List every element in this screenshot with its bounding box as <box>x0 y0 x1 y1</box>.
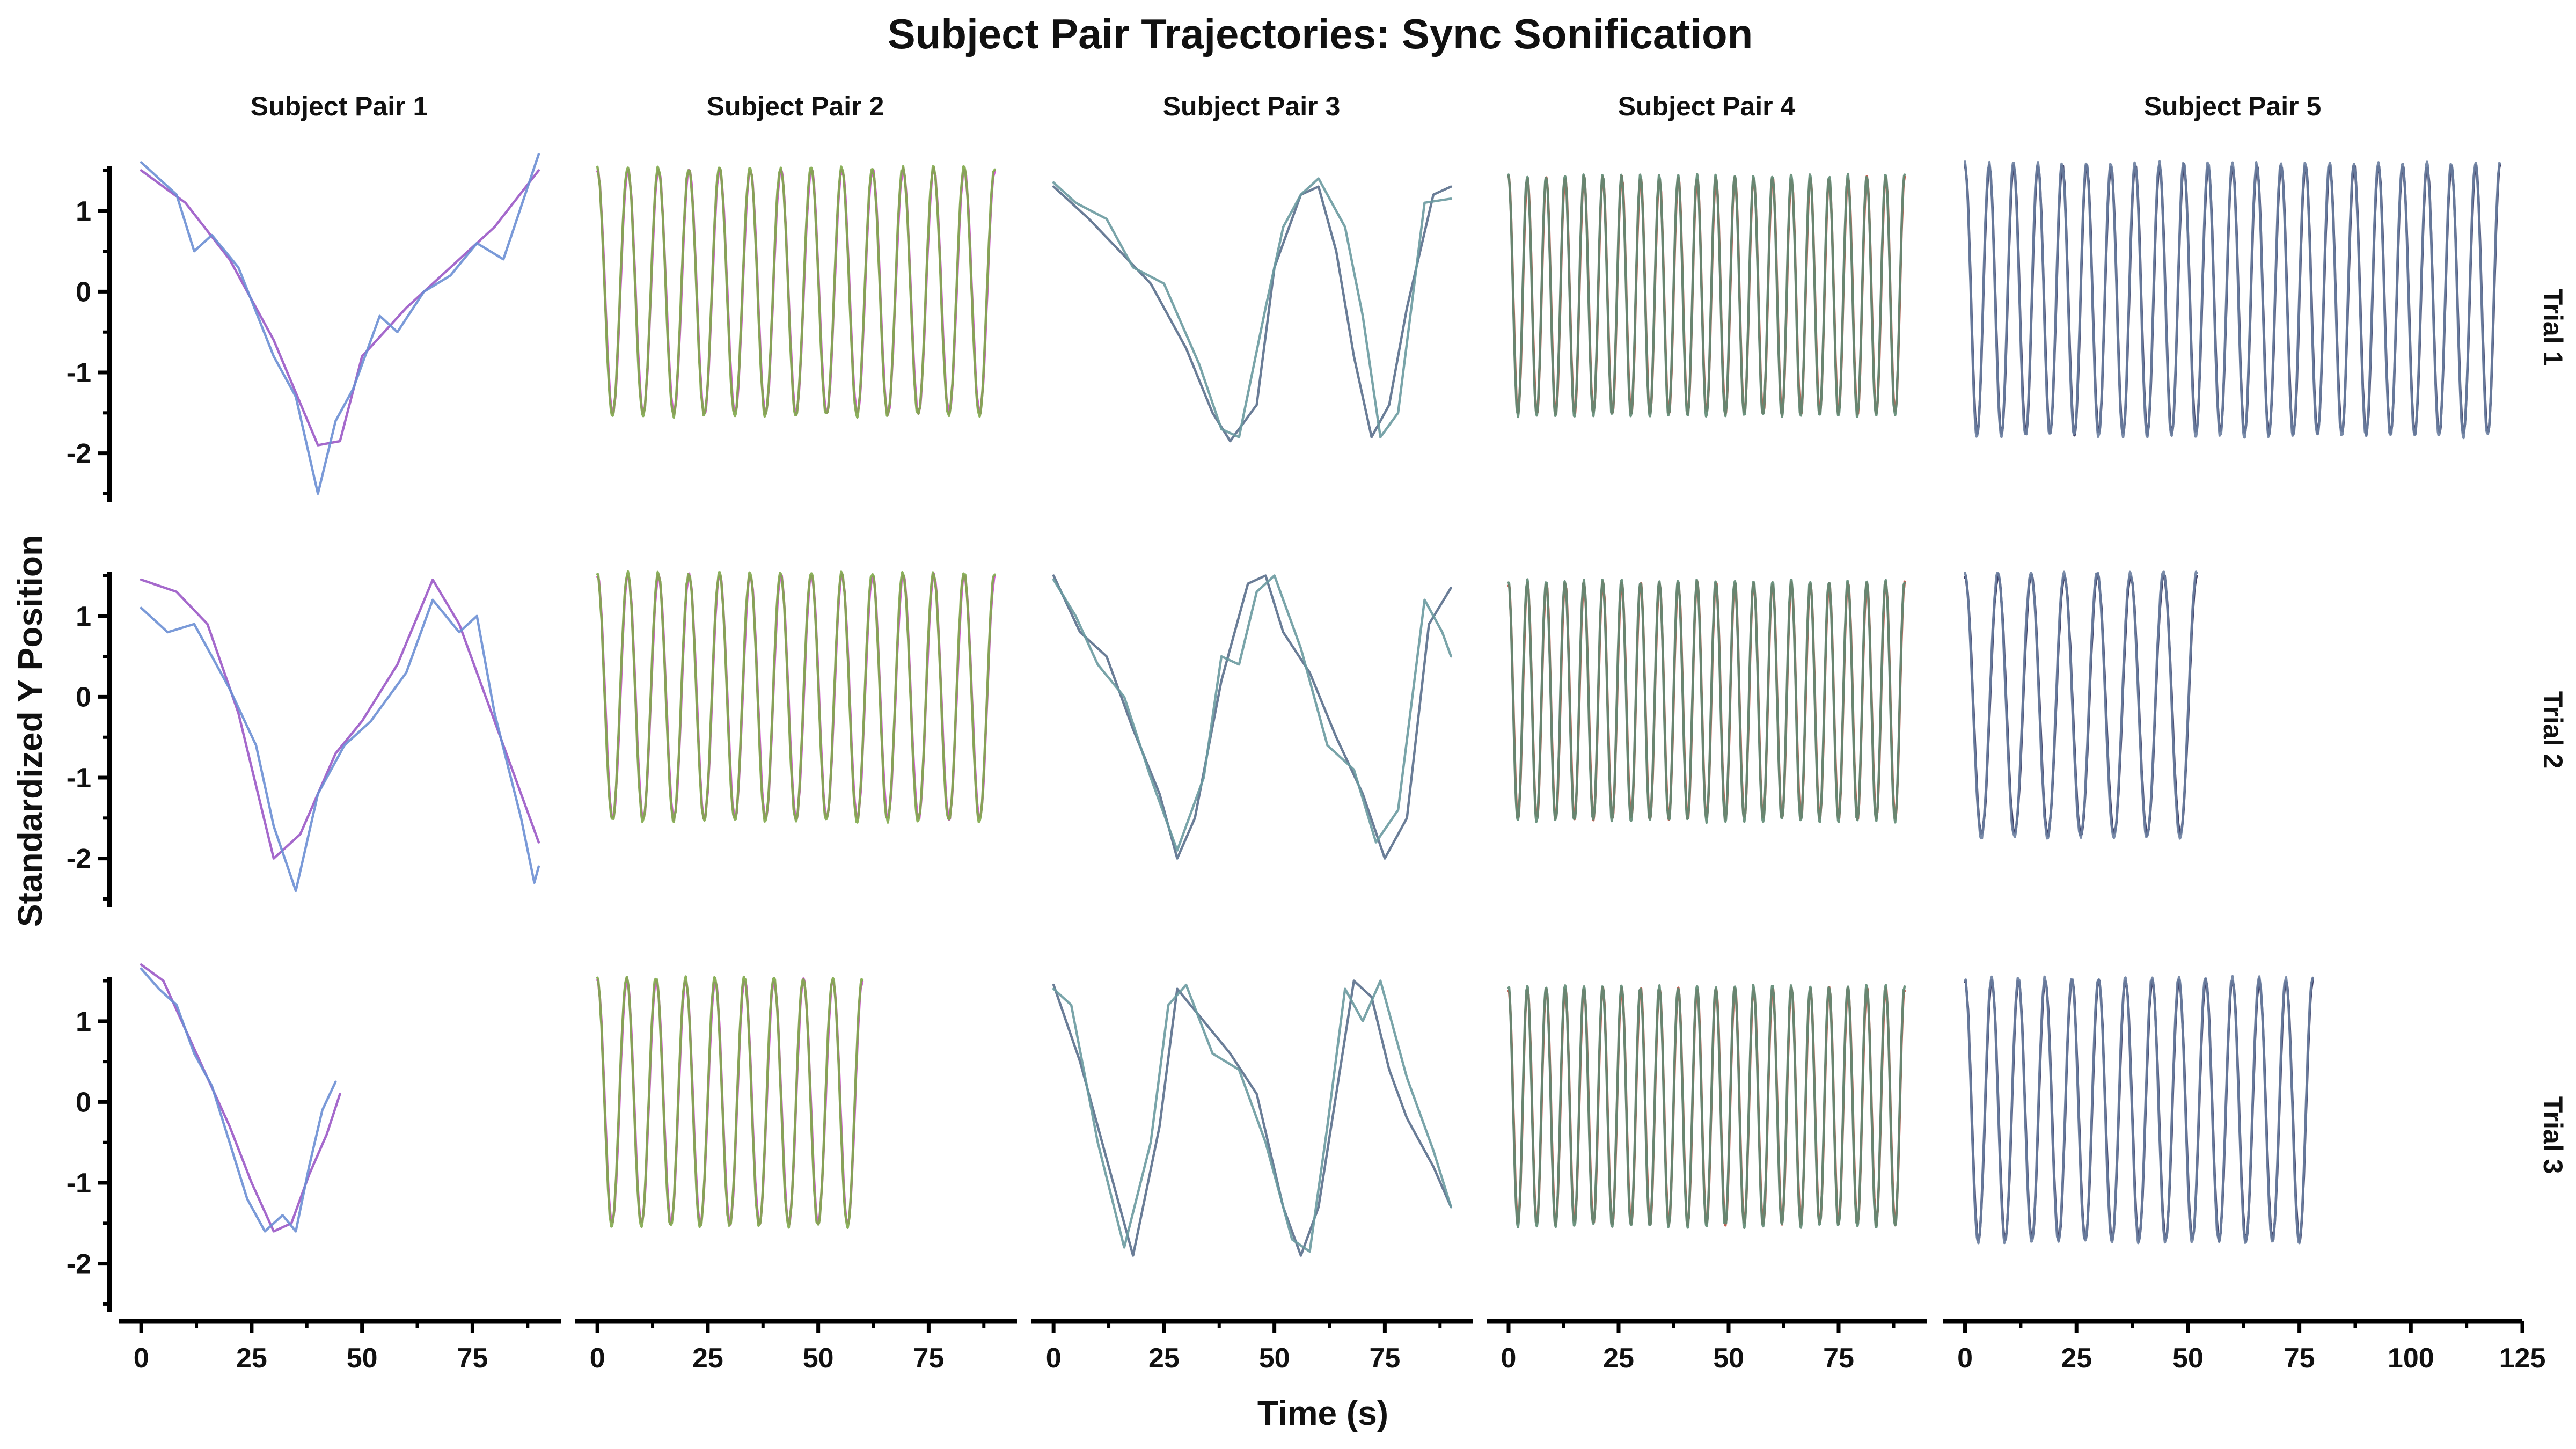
series-line <box>1964 975 2314 1245</box>
x-tick-label: 50 <box>1259 1343 1290 1374</box>
x-tick-label: 0 <box>1046 1343 1062 1374</box>
series-line <box>1052 185 1453 443</box>
series-line <box>596 572 997 822</box>
y-tick-label: 1 <box>76 1006 91 1037</box>
x-tick-label: 0 <box>590 1343 605 1374</box>
y-tick-label: -2 <box>67 1249 91 1280</box>
series-line <box>1507 578 1906 824</box>
x-tick-label: 75 <box>457 1343 488 1374</box>
series-line <box>1964 570 2198 840</box>
y-tick-label: -1 <box>67 357 91 389</box>
column-title-4: Subject Pair 4 <box>1618 91 1796 121</box>
x-tick-label: 75 <box>1369 1343 1400 1374</box>
x-tick-label: 75 <box>913 1343 944 1374</box>
column-title-5: Subject Pair 5 <box>2144 91 2322 121</box>
x-tick-label: 50 <box>803 1343 834 1374</box>
x-tick-label: 125 <box>2499 1343 2546 1374</box>
row-title-1: Trial 1 <box>2538 289 2568 367</box>
series-line <box>1964 572 2198 837</box>
x-tick-label: 50 <box>2172 1343 2204 1374</box>
plot-area: 1 0 -1 -2 1 0 -1 -2 1 0 -1 -2 0 25 50 75 0 25 50 75 0 25 50 75 0… <box>67 153 2546 1374</box>
y-tick-label: 0 <box>76 1087 91 1118</box>
x-tick-label: 75 <box>2284 1343 2315 1374</box>
column-title-3: Subject Pair 3 <box>1163 91 1341 121</box>
x-tick-label: 50 <box>347 1343 378 1374</box>
column-title-1: Subject Pair 1 <box>251 91 428 121</box>
y-axis-label: Standardized Y Position <box>11 535 49 927</box>
series-line <box>1052 177 1453 438</box>
series-line <box>1052 574 1453 852</box>
x-tick-label: 0 <box>1501 1343 1517 1374</box>
x-tick-label: 50 <box>1713 1343 1744 1374</box>
series-line <box>140 578 540 860</box>
x-tick-label: 75 <box>1823 1343 1854 1374</box>
y-tick-label: -2 <box>67 438 91 470</box>
y-tick-label: -1 <box>67 1168 91 1199</box>
row-title-3: Trial 3 <box>2538 1096 2568 1174</box>
x-tick-label: 0 <box>134 1343 149 1374</box>
series-line <box>596 165 997 419</box>
x-tick-label: 0 <box>1957 1343 1973 1374</box>
series-line <box>140 169 540 447</box>
y-tick-label: 0 <box>76 276 91 308</box>
y-tick-label: 1 <box>76 601 91 632</box>
series-line <box>596 570 997 824</box>
series-line <box>140 153 540 495</box>
series-line <box>140 598 540 892</box>
x-tick-label: 25 <box>236 1343 267 1374</box>
series-line <box>596 166 997 416</box>
y-tick-label: 1 <box>76 196 91 227</box>
chart-title: Subject Pair Trajectories: Sync Sonifica… <box>888 10 1753 57</box>
y-tick-label: -1 <box>67 763 91 794</box>
series-line <box>1507 984 1906 1230</box>
series-line <box>140 963 341 1233</box>
x-tick-label: 100 <box>2388 1343 2434 1374</box>
series-line <box>596 975 864 1229</box>
column-title-2: Subject Pair 2 <box>707 91 884 121</box>
series-line <box>1964 160 2501 440</box>
x-tick-label: 25 <box>2061 1343 2092 1374</box>
y-tick-label: 0 <box>76 682 91 713</box>
x-tick-label: 25 <box>1603 1343 1634 1374</box>
x-axis-label: Time (s) <box>1257 1394 1388 1432</box>
series-line <box>1507 172 1906 419</box>
series-line <box>1052 979 1453 1253</box>
row-title-2: Trial 2 <box>2538 691 2568 769</box>
x-tick-label: 25 <box>692 1343 723 1374</box>
series-line <box>140 967 337 1233</box>
series-line <box>1052 574 1453 860</box>
y-tick-label: -2 <box>67 844 91 875</box>
x-tick-label: 25 <box>1148 1343 1180 1374</box>
series-line <box>1964 977 2314 1243</box>
